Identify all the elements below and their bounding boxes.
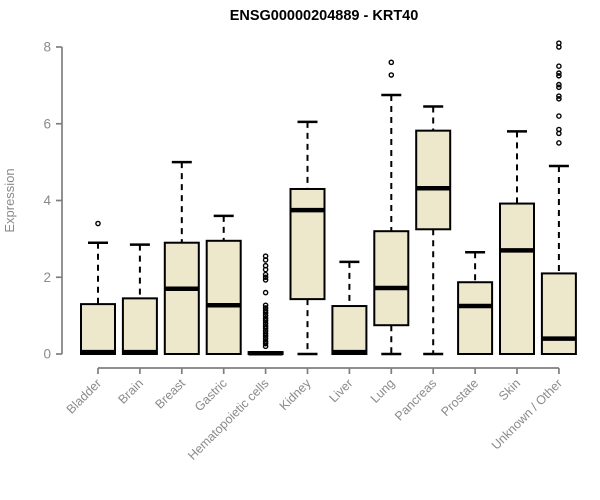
x-tick-label: Prostate (438, 376, 481, 419)
outlier-point (262, 317, 269, 324)
y-tick-label: 4 (43, 193, 51, 208)
outlier-point (262, 277, 269, 283)
box-gastric (205, 214, 242, 355)
y-tick-label: 0 (43, 347, 51, 362)
outlier-point (262, 305, 269, 311)
outlier-point (262, 333, 269, 339)
outlier-point (262, 271, 269, 278)
outlier-point (262, 320, 269, 327)
y-tick-label: 8 (43, 40, 51, 55)
outlier-point (262, 312, 269, 319)
outlier-point (388, 72, 395, 78)
outlier-point (262, 307, 269, 314)
iqr-box (331, 305, 368, 355)
outlier-point (556, 113, 562, 119)
x-tick-label: Lung (368, 376, 398, 406)
x-tick-label: Bladder (64, 376, 104, 416)
box-kidney (289, 120, 326, 356)
outlier-point (262, 289, 269, 296)
x-tick-label: Liver (326, 376, 355, 405)
iqr-box (80, 303, 116, 355)
iqr-box (415, 129, 452, 231)
outlier-point (388, 59, 395, 66)
iqr-box (289, 187, 326, 301)
outlier-point (262, 262, 269, 269)
y-axis-title: Expression (2, 168, 17, 232)
x-tick-label: Kidney (277, 376, 314, 413)
iqr-box (205, 239, 242, 355)
iqr-box (540, 272, 577, 356)
box-brain (121, 243, 158, 356)
x-tick-label: Brain (115, 376, 146, 407)
outlier-point (556, 81, 562, 88)
outlier-point (556, 84, 562, 91)
outlier-point (262, 253, 269, 259)
x-tick-label: Unknown / Other (489, 376, 565, 452)
outlier-point (556, 93, 562, 99)
outlier-point (262, 335, 269, 342)
box-unknown-other (540, 40, 577, 356)
box-skin (499, 130, 535, 355)
outlier-point (556, 70, 562, 76)
outlier-point (262, 323, 269, 329)
iqr-box (121, 297, 158, 356)
outlier-point (556, 96, 562, 102)
y-tick-label: 6 (43, 116, 51, 131)
outlier-point (262, 302, 269, 309)
x-tick-label: Skin (496, 376, 523, 403)
box-hematopoietic-cells (247, 253, 284, 356)
outlier-point (262, 343, 269, 350)
box-breast (163, 160, 200, 355)
outlier-point (262, 330, 269, 337)
x-tick-label: Hematopoietic cells (185, 376, 272, 463)
outlier-point (262, 325, 269, 332)
outlier-point (556, 126, 562, 133)
outlier-point (262, 340, 269, 347)
box-prostate (457, 251, 494, 355)
outlier-point (262, 328, 269, 334)
box-liver (331, 260, 368, 355)
outlier-point (262, 315, 269, 322)
outlier-point (556, 40, 562, 46)
outlier-point (262, 274, 269, 281)
x-tick-label: Pancreas (392, 376, 439, 423)
outlier-point (556, 72, 562, 79)
iqr-box (457, 281, 494, 355)
iqr-box (373, 230, 410, 327)
x-tick-label: Gastric (192, 376, 230, 414)
outlier-point (556, 140, 562, 146)
y-tick-label: 2 (43, 270, 51, 285)
chart-title: ENSG00000204889 - KRT40 (229, 8, 419, 24)
outlier-point (95, 220, 101, 227)
box-bladder (80, 220, 116, 355)
box-pancreas (415, 105, 452, 356)
iqr-box (163, 241, 200, 355)
iqr-box (499, 202, 535, 355)
outlier-point (556, 63, 562, 69)
outlier-point (262, 338, 269, 345)
outlier-point (262, 310, 269, 316)
box-lung (373, 59, 410, 356)
x-tick-label: Breast (152, 376, 188, 412)
